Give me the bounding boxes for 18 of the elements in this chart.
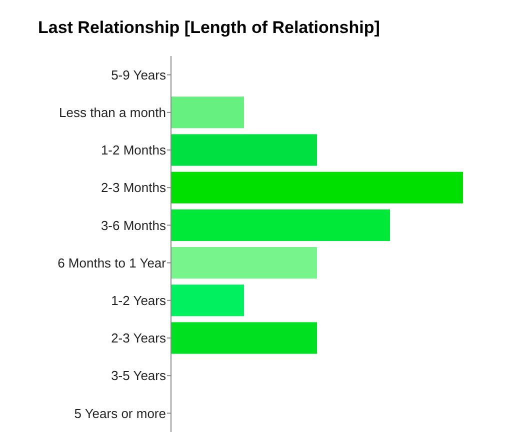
y-tick-label: 5-9 Years: [111, 67, 166, 82]
y-tick-label: 5 Years or more: [74, 406, 166, 421]
bar: [171, 247, 317, 279]
bar: [171, 209, 390, 241]
bar: [171, 134, 317, 166]
y-tick-label: 3-5 Years: [111, 368, 166, 384]
chart-title: Last Relationship [Length of Relationship]: [38, 18, 380, 37]
bar: [171, 96, 244, 128]
y-tick-label: 3-6 Months: [100, 218, 166, 233]
y-tick-label: 1-2 Years: [111, 292, 166, 308]
y-tick-label: 2-3 Months: [100, 180, 166, 196]
y-tick-label: 6 Months to 1 Year: [58, 255, 167, 270]
bar: [171, 322, 317, 354]
y-tick-label: Less than a month: [59, 104, 166, 120]
bar: [171, 284, 244, 316]
y-tick-label: 2-3 Years: [111, 330, 166, 346]
y-tick-label: 1-2 Months: [100, 142, 166, 158]
bar: [171, 172, 463, 204]
